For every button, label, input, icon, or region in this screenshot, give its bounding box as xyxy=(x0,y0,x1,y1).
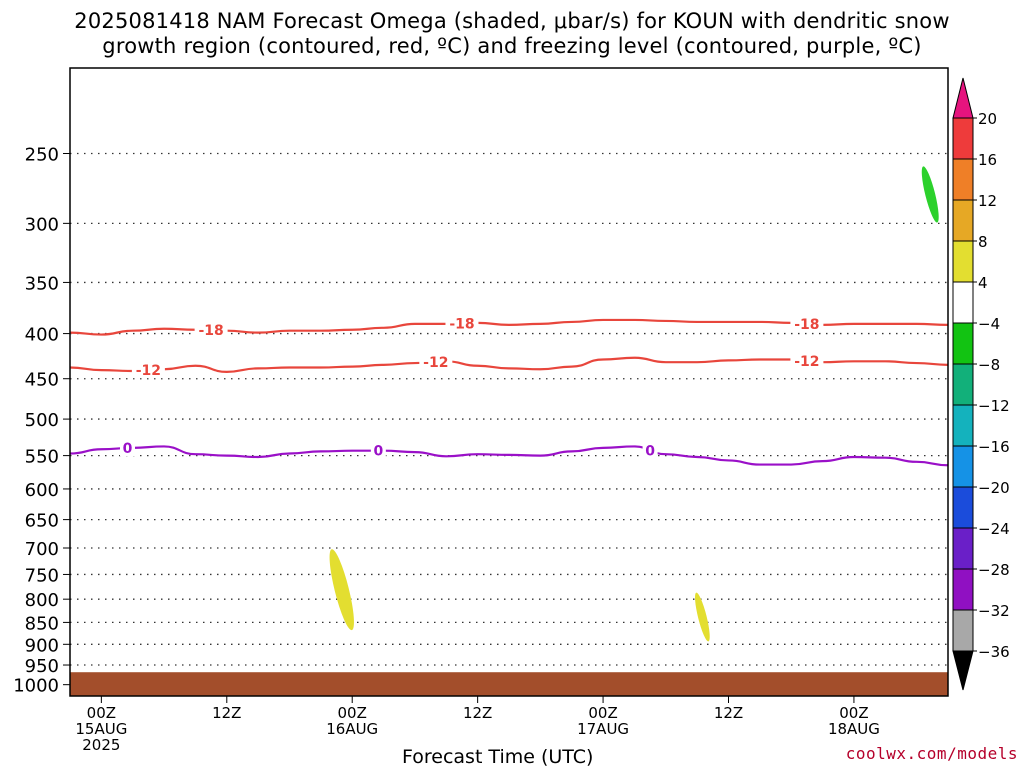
colorbar-bottom-arrow xyxy=(952,650,974,691)
y-tick-label-800: 800 xyxy=(25,590,59,611)
y-tick-label-300: 300 xyxy=(25,214,59,235)
contour-label-1-1: -12 xyxy=(423,355,448,371)
x-tick-label-2-1: 16AUG xyxy=(326,720,378,738)
y-tick-label-350: 350 xyxy=(25,273,59,294)
y-tick-label-1000: 1000 xyxy=(13,676,59,697)
contour-label-bg-0-1 xyxy=(445,315,479,332)
y-tick-label-850: 850 xyxy=(25,613,59,634)
colorbar-label-12: −32 xyxy=(978,602,1010,620)
terrain xyxy=(70,672,948,696)
colorbar-segment-10 xyxy=(952,527,974,570)
colorbar-segment-2 xyxy=(952,199,974,242)
y-tick-label-400: 400 xyxy=(25,325,59,346)
y-tick-label-500: 500 xyxy=(25,410,59,431)
plot-frame xyxy=(69,67,949,697)
x-tick-label-6-0: 00Z xyxy=(839,704,868,722)
y-tick-label-450: 450 xyxy=(25,370,59,391)
y-tick-label-950: 950 xyxy=(25,656,59,677)
contour-label-0-0: -18 xyxy=(198,323,223,339)
colorbar-segment-8 xyxy=(952,445,974,488)
y-axis-ticks: 2503003504004505005506006507007508008509… xyxy=(13,144,70,697)
contour-label-bg-1-0 xyxy=(131,362,165,379)
colorbar-segment-0 xyxy=(952,117,974,160)
colorbar-label-10: −24 xyxy=(978,520,1010,538)
y-tick-label-550: 550 xyxy=(25,447,59,468)
plot-background xyxy=(70,68,948,696)
contour-label-2-2: 0 xyxy=(645,443,655,459)
contour-label-bg-1-2 xyxy=(790,352,824,369)
plot-area xyxy=(70,68,948,696)
omega-shade-1 xyxy=(695,592,710,642)
colorbar-label-7: −12 xyxy=(978,397,1010,415)
contour-label-0-2: -18 xyxy=(794,317,819,333)
omega-shade-2 xyxy=(921,166,939,223)
y-tick-label-600: 600 xyxy=(25,480,59,501)
colorbar-segment-6 xyxy=(952,363,974,406)
colorbar-label-8: −16 xyxy=(978,438,1010,456)
colorbar-label-5: −4 xyxy=(978,315,1000,333)
contour-label-2-1: 0 xyxy=(373,444,383,460)
colorbar-label-4: 4 xyxy=(978,274,988,292)
colorbar-segment-11 xyxy=(952,568,974,611)
colorbar: 20 16 12 8 4 −4 −8 −12 −16 −20 −24 −28 −32 −36 xyxy=(952,77,1010,691)
colorbar-top-arrow xyxy=(952,77,974,119)
contour-label-bg-2-0 xyxy=(119,440,135,457)
x-tick-label-2-0: 00Z xyxy=(338,704,367,722)
y-tick-label-900: 900 xyxy=(25,635,59,656)
y-tick-label-750: 750 xyxy=(25,565,59,586)
contour-label-2-0: 0 xyxy=(123,441,133,457)
contour-lines: -18 -18 -18 -12 -12 -12 0 0 0 xyxy=(70,315,948,467)
colorbar-segment-9 xyxy=(952,486,974,529)
contour-label-bg-2-1 xyxy=(370,442,386,459)
x-tick-label-0-2: 2025 xyxy=(82,736,120,754)
colorbar-segment-4 xyxy=(952,281,974,324)
y-tick-label-650: 650 xyxy=(25,511,59,532)
contour-label-bg-0-0 xyxy=(194,322,228,339)
chart-title-line-1: 2025081418 NAM Forecast Omega (shaded, μ… xyxy=(74,9,950,33)
colorbar-label-13: −36 xyxy=(978,643,1010,661)
x-tick-label-0-0: 00Z xyxy=(87,704,116,722)
colorbar-label-9: −20 xyxy=(978,479,1010,497)
colorbar-label-2: 12 xyxy=(978,192,997,210)
colorbar-label-1: 16 xyxy=(978,151,997,169)
contour-label-0-1: -18 xyxy=(449,316,474,332)
contour-label-bg-2-2 xyxy=(642,442,658,459)
contour-line-2 xyxy=(70,445,948,467)
colorbar-segment-12 xyxy=(952,609,974,652)
x-tick-label-4-0: 00Z xyxy=(588,704,617,722)
colorbar-segment-1 xyxy=(952,158,974,201)
x-tick-label-3-0: 12Z xyxy=(463,704,492,722)
terrain-fill xyxy=(70,672,948,696)
x-axis-label: Forecast Time (UTC) xyxy=(402,746,594,768)
omega-shade-0 xyxy=(329,549,354,631)
plot-border xyxy=(69,67,949,697)
credit-link[interactable]: coolwx.com/models xyxy=(845,744,1018,763)
colorbar-label-0: 20 xyxy=(978,110,997,128)
colorbar-segment-5 xyxy=(952,322,974,365)
chart-title-line-2: growth region (contoured, red, ºC) and f… xyxy=(102,34,922,58)
x-tick-label-1-0: 12Z xyxy=(212,704,241,722)
y-tick-label-700: 700 xyxy=(25,539,59,560)
colorbar-segment-3 xyxy=(952,240,974,283)
colorbar-segment-7 xyxy=(952,404,974,447)
contour-label-bg-1-1 xyxy=(419,353,453,370)
contour-label-1-0: -12 xyxy=(136,363,161,379)
x-tick-label-6-1: 18AUG xyxy=(828,720,880,738)
x-tick-label-5-0: 12Z xyxy=(714,704,743,722)
x-tick-label-0-1: 15AUG xyxy=(75,720,127,738)
x-tick-label-4-1: 17AUG xyxy=(577,720,629,738)
contour-label-bg-0-2 xyxy=(790,315,824,332)
y-tick-label-250: 250 xyxy=(25,144,59,165)
colorbar-label-6: −8 xyxy=(978,356,1000,374)
colorbar-label-3: 8 xyxy=(978,233,988,251)
shaded-regions xyxy=(329,166,939,642)
contour-label-1-2: -12 xyxy=(794,354,819,370)
colorbar-label-11: −28 xyxy=(978,561,1010,579)
